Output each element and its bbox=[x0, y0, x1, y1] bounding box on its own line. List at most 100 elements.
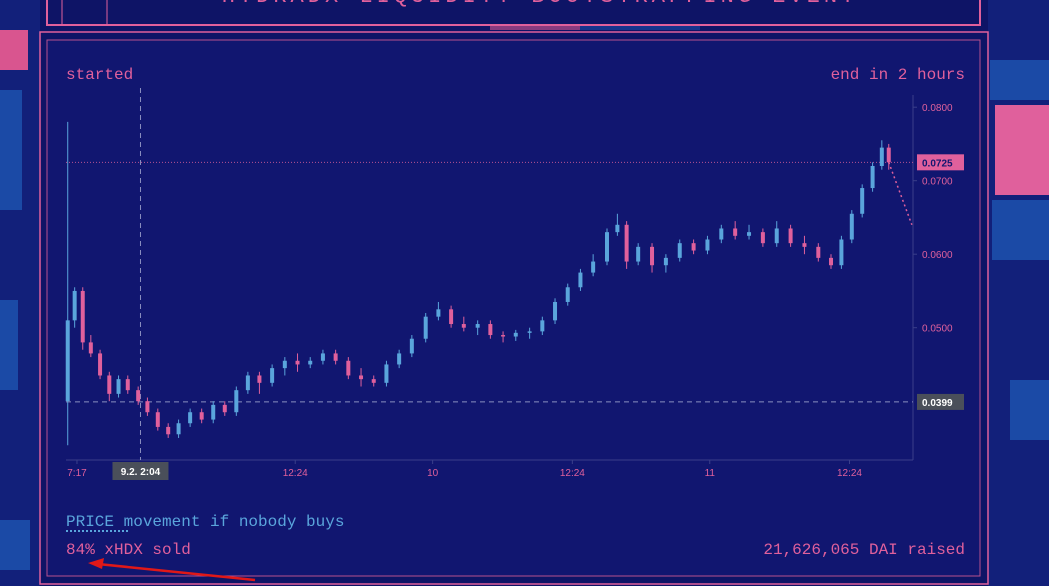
footer-note: PRICE movement if nobody buys bbox=[66, 513, 344, 531]
candle-body bbox=[816, 246, 821, 258]
candle-body bbox=[475, 324, 480, 328]
candle-body bbox=[155, 412, 160, 427]
x-tick-label: 7:17 bbox=[67, 468, 87, 479]
candle-body bbox=[199, 412, 204, 420]
header-title: HYDRADX LIQUIDITY BOOTSTRAPPING EVENT bbox=[222, 0, 858, 9]
y-tick-label: 0.0500 bbox=[922, 324, 953, 335]
y-tick-label: 0.0800 bbox=[922, 103, 953, 114]
crosshair-tag bbox=[112, 462, 169, 480]
x-tick-label: 12:24 bbox=[837, 468, 862, 479]
candle-body bbox=[719, 228, 724, 240]
annotation-arrow bbox=[88, 558, 256, 582]
candle-body bbox=[384, 364, 389, 383]
candle-body bbox=[565, 287, 570, 302]
candle-body bbox=[591, 261, 596, 273]
candle-body bbox=[663, 257, 668, 266]
candle-body bbox=[211, 404, 216, 420]
start-label: started bbox=[66, 66, 133, 84]
raised-label: 21,626,065 DAI raised bbox=[763, 541, 965, 559]
current-price-tag bbox=[917, 154, 964, 171]
candle-body bbox=[333, 353, 338, 361]
candle-body bbox=[371, 379, 376, 383]
candle-body bbox=[839, 239, 844, 266]
candle-body bbox=[222, 404, 227, 413]
candle-body bbox=[677, 243, 682, 258]
candle-body bbox=[802, 243, 807, 247]
candle-body bbox=[733, 228, 738, 236]
candle-body bbox=[346, 360, 351, 376]
candle-body bbox=[423, 316, 428, 339]
candle-body bbox=[760, 232, 765, 244]
candle-body bbox=[107, 375, 112, 394]
candle-body bbox=[308, 360, 313, 365]
candle-body bbox=[188, 412, 193, 424]
candle-body bbox=[540, 320, 545, 332]
candle-body bbox=[650, 246, 655, 266]
candle-body bbox=[136, 390, 141, 402]
candle-body bbox=[176, 423, 181, 435]
end-label: end in 2 hours bbox=[831, 66, 965, 84]
candle-body bbox=[270, 368, 275, 383]
candle-body bbox=[257, 375, 262, 383]
candle-body bbox=[359, 375, 364, 380]
candle-body bbox=[788, 228, 793, 244]
candle-body bbox=[705, 239, 710, 251]
start-price-tag bbox=[917, 393, 964, 410]
candle-body bbox=[488, 324, 493, 336]
candle-body bbox=[245, 375, 250, 391]
y-tick-label: 0.0700 bbox=[922, 177, 953, 188]
y-tick-label: 0.0600 bbox=[922, 250, 953, 261]
x-tick-label: 12:24 bbox=[560, 468, 585, 479]
candle-body bbox=[116, 379, 121, 394]
logo-box bbox=[61, 0, 108, 26]
candle-body bbox=[527, 331, 532, 333]
candle-body bbox=[553, 301, 558, 321]
projection-line bbox=[888, 162, 913, 226]
x-tick-label: 10 bbox=[427, 468, 439, 479]
candle-body bbox=[65, 320, 70, 402]
current-price-label: 0.0725 bbox=[922, 158, 953, 169]
crosshair-label: 9.2. 2:04 bbox=[121, 467, 161, 478]
candle-body bbox=[72, 290, 77, 321]
candle-body bbox=[397, 353, 402, 365]
candle-body bbox=[513, 332, 518, 337]
candle-body bbox=[691, 243, 696, 251]
candle-body bbox=[320, 353, 325, 361]
candle-body bbox=[578, 272, 583, 288]
candle-body bbox=[461, 324, 466, 328]
candle-body bbox=[282, 360, 287, 369]
candle-body bbox=[234, 390, 239, 413]
x-tick-label: 12:24 bbox=[283, 468, 308, 479]
candle-body bbox=[501, 335, 506, 337]
candle-body bbox=[145, 401, 150, 413]
candle-body bbox=[849, 213, 854, 240]
candle-body bbox=[436, 309, 441, 317]
candle-body bbox=[125, 379, 130, 391]
candle-body bbox=[747, 232, 752, 236]
candle-body bbox=[98, 353, 103, 376]
candle-body bbox=[860, 188, 865, 214]
candle-body bbox=[88, 342, 93, 354]
candle-body bbox=[774, 228, 779, 244]
chart: started end in 2 hours 0.0800 0.0700 0.0600 0… bbox=[65, 66, 965, 559]
header-box bbox=[46, 0, 981, 26]
candle-body bbox=[829, 257, 834, 266]
candle-body bbox=[80, 290, 85, 343]
candle-body bbox=[624, 224, 629, 262]
candle-body bbox=[886, 147, 891, 163]
candle-body bbox=[879, 147, 884, 166]
candle-body bbox=[295, 360, 300, 365]
x-tick-label: 11 bbox=[705, 468, 716, 479]
candle-body bbox=[409, 338, 414, 354]
candle-body bbox=[870, 165, 875, 189]
candle-body bbox=[449, 309, 454, 325]
candle-body bbox=[604, 232, 609, 262]
candle-body bbox=[615, 224, 620, 233]
candle-body bbox=[636, 246, 641, 262]
candle-body bbox=[166, 426, 171, 435]
start-price-label: 0.0399 bbox=[922, 398, 953, 409]
panel bbox=[46, 39, 981, 577]
